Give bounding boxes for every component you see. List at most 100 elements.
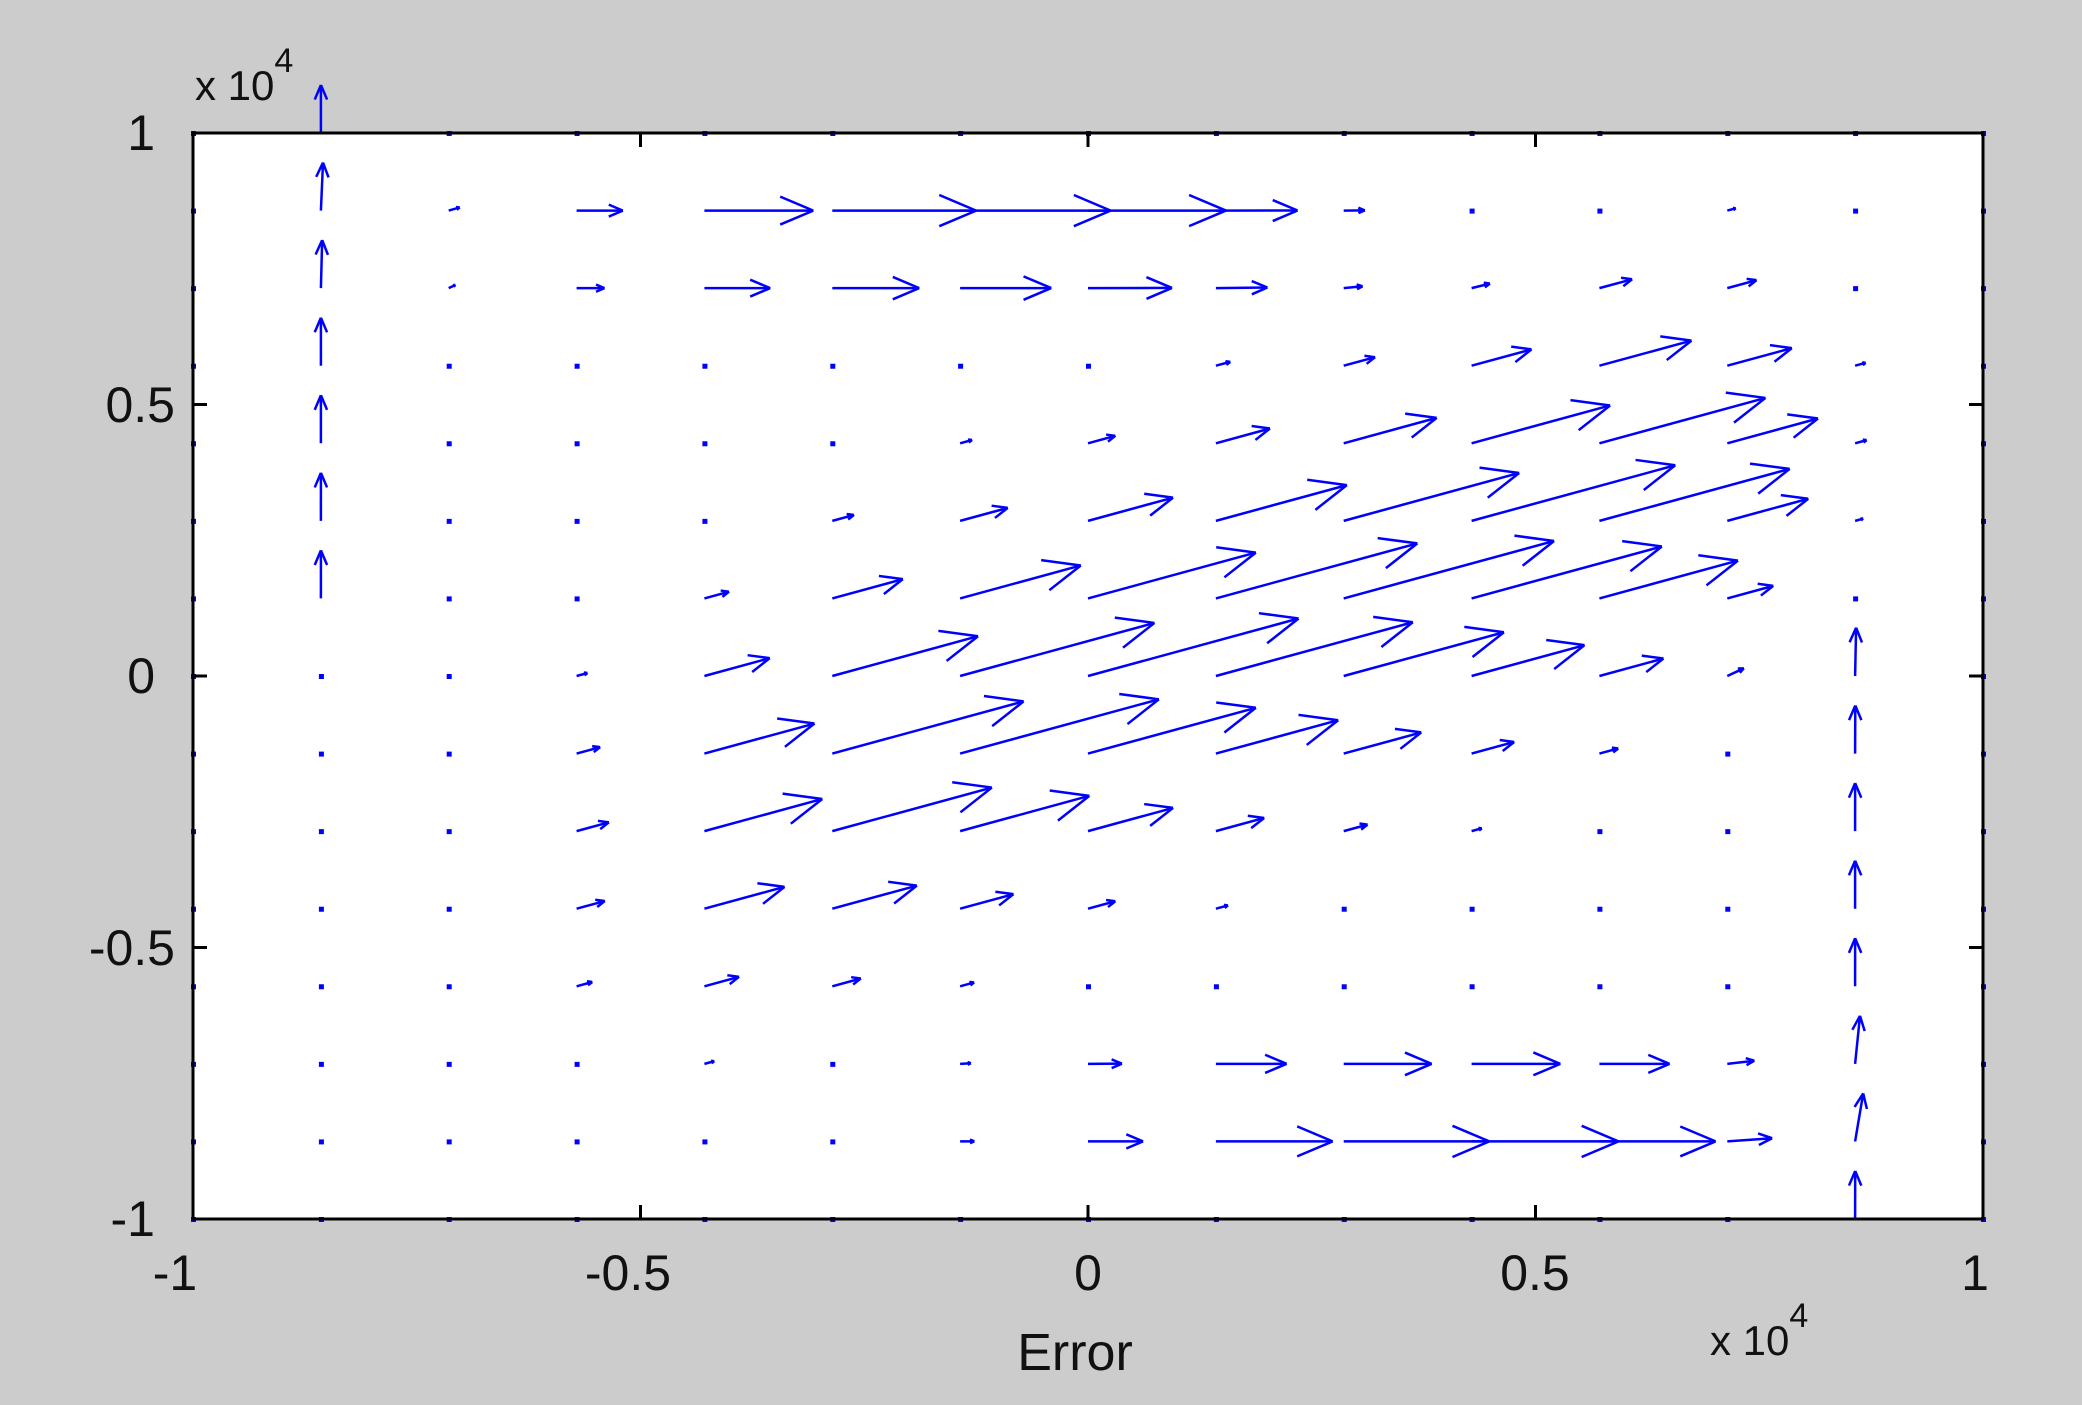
quiver-arrow: [1853, 208, 1859, 214]
quiver-arrow: [1215, 903, 1229, 910]
x-multiplier-base: x 10: [1710, 1317, 1789, 1364]
quiver-arrow: [314, 239, 330, 289]
quiver-arrow: [318, 906, 324, 912]
quiver-arrow: [574, 518, 580, 524]
quiver-arrow: [313, 549, 329, 599]
quiver-arrow: [1471, 1051, 1561, 1077]
quiver-arrow: [1599, 1053, 1671, 1075]
quiver-arrow: [1087, 802, 1174, 833]
quiver-arrow: [832, 193, 977, 228]
quiver-arrow: [832, 275, 920, 301]
quiver-arrow: [702, 518, 708, 524]
quiver-arrow: [1343, 1124, 1490, 1159]
quiver-arrow: [1215, 359, 1232, 367]
quiver-arrow: [960, 275, 1052, 301]
x-multiplier-label: x 104: [1710, 1297, 1808, 1364]
quiver-arrow: [574, 441, 580, 447]
quiver-arrow: [446, 596, 452, 602]
quiver-arrow: [1343, 1051, 1433, 1077]
y-tick-label-minus-0-5: -0.5: [89, 920, 175, 976]
quiver-arrow: [1726, 343, 1793, 367]
quiver-arrow: [1087, 611, 1300, 678]
quiver-arrow: [831, 880, 918, 910]
quiver-arrow: [313, 472, 329, 521]
quiver-arrow: [1471, 458, 1677, 523]
quiver-arrow: [1087, 546, 1257, 600]
quiver-arrow: [1343, 534, 1555, 600]
quiver-arrow: [959, 616, 1156, 678]
y-tick-label-0-5: 0.5: [105, 377, 175, 433]
quiver-arrow: [1726, 493, 1810, 523]
quiver-arrow: [702, 441, 708, 447]
quiver-arrow: [446, 1139, 452, 1145]
quiver-arrow: [1215, 536, 1419, 600]
quiver-arrow: [1599, 554, 1739, 600]
quiver-arrow: [959, 438, 973, 445]
quiver-arrow: [318, 984, 324, 990]
quiver-arrow: [1469, 984, 1475, 990]
quiver-arrow: [1215, 198, 1299, 223]
quiver-arrow: [1726, 413, 1819, 445]
quiver-arrow: [446, 518, 452, 524]
quiver-arrow: [1215, 615, 1414, 678]
quiver-arrow: [1215, 1125, 1334, 1158]
quiver-arrow: [576, 203, 624, 218]
quiver-arrow: [318, 829, 324, 835]
quiver-arrow: [576, 819, 610, 833]
quiver-arrow: [702, 1139, 708, 1145]
quiver-arrow: [831, 694, 1025, 755]
quiver-arrow: [1597, 984, 1603, 990]
arrows-layer: [191, 84, 1986, 1222]
quiver-arrow: [1343, 412, 1438, 445]
quiver-arrow: [1343, 625, 1505, 678]
quiver-arrow: [1215, 279, 1268, 296]
quiver-arrow: [1471, 738, 1515, 755]
quiver-arrow: [446, 674, 452, 679]
quiver-arrow: [704, 195, 814, 226]
quiver-arrow: [704, 717, 816, 755]
quiver-arrow: [831, 574, 904, 600]
quiver-arrow: [1599, 1125, 1717, 1158]
quiver-arrow: [959, 692, 1160, 755]
y-multiplier-base: x 10: [195, 62, 274, 109]
quiver-arrow: [1087, 1133, 1144, 1150]
quiver-arrow: [1853, 1092, 1869, 1142]
quiver-arrow: [1854, 517, 1864, 523]
quiver-arrow: [446, 906, 452, 912]
quiver-arrow: [704, 973, 740, 988]
quiver-arrow: [959, 504, 1009, 523]
quiver-arrow: [574, 363, 580, 369]
quiver-arrow: [1599, 654, 1665, 678]
quiver-arrow: [318, 1061, 324, 1067]
quiver-arrow: [1847, 860, 1863, 909]
quiver-arrow: [959, 890, 1015, 910]
quiver-arrow: [1854, 438, 1868, 445]
x-tick-label-0: 0: [1074, 1245, 1102, 1301]
quiver-arrow: [1599, 335, 1693, 367]
quiver-arrow: [1471, 826, 1483, 833]
quiver-arrow: [831, 975, 862, 988]
quiver-arrow: [1848, 627, 1864, 677]
quiver-arrow: [1343, 727, 1423, 755]
quiver-arrow: [959, 558, 1082, 600]
quiver-arrow: [1726, 206, 1737, 212]
quiver-arrow: [448, 205, 461, 212]
quiver-arrow: [1469, 208, 1475, 214]
quiver-arrow: [831, 512, 855, 523]
quiver-arrow: [960, 1060, 972, 1066]
quiver-arrow: [1853, 596, 1859, 602]
quiver-arrow: [1215, 713, 1339, 755]
quiver-arrow: [959, 789, 1091, 833]
x-tick-label-minus-0-5: -0.5: [585, 1245, 671, 1301]
quiver-arrow: [1599, 391, 1767, 445]
quiver-arrow: [1854, 361, 1867, 367]
quiver-arrow: [958, 363, 964, 369]
quiver-arrow: [1087, 898, 1117, 910]
quiver-arrow: [960, 193, 1112, 228]
quiver-arrow: [1847, 937, 1863, 987]
quiver-arrow: [1847, 705, 1863, 754]
y-tick-label-0: 0: [127, 648, 155, 704]
quiver-arrow: [1087, 193, 1227, 228]
quiver-arrow: [574, 1061, 580, 1067]
quiver-arrow: [1215, 1053, 1288, 1075]
